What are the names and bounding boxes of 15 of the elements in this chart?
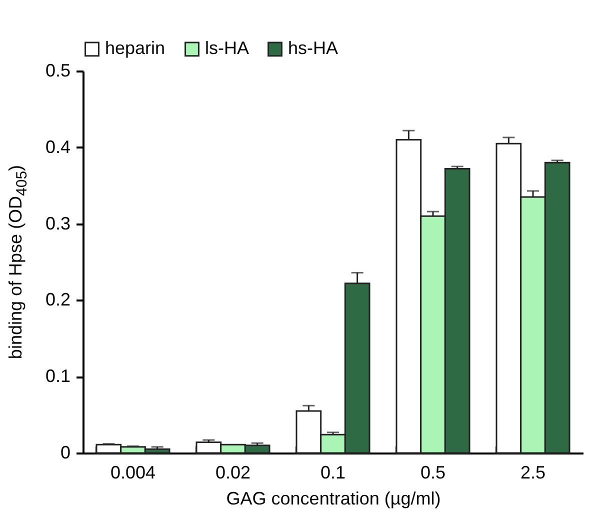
x-axis-title: GAG concentration (µg/ml) (226, 488, 441, 508)
x-tick-label: 0.5 (420, 462, 446, 482)
legend-label: ls-HA (205, 38, 249, 58)
legend-label: heparin (105, 38, 166, 58)
y-tick-label: 0.5 (45, 60, 70, 80)
x-tick-label: 0.004 (110, 462, 156, 482)
legend-label: hs-HA (288, 38, 338, 58)
x-tick-label: 0.02 (215, 462, 251, 482)
y-tick-label: 0 (60, 442, 70, 462)
y-tick-label: 0.3 (45, 213, 70, 234)
y-tick-label: 0.4 (45, 136, 70, 157)
y-tick-label: 0.1 (45, 366, 70, 386)
x-tick-label: 2.5 (520, 462, 546, 482)
y-tick-label: 0.2 (45, 290, 70, 310)
x-tick-label: 0.1 (320, 462, 346, 482)
